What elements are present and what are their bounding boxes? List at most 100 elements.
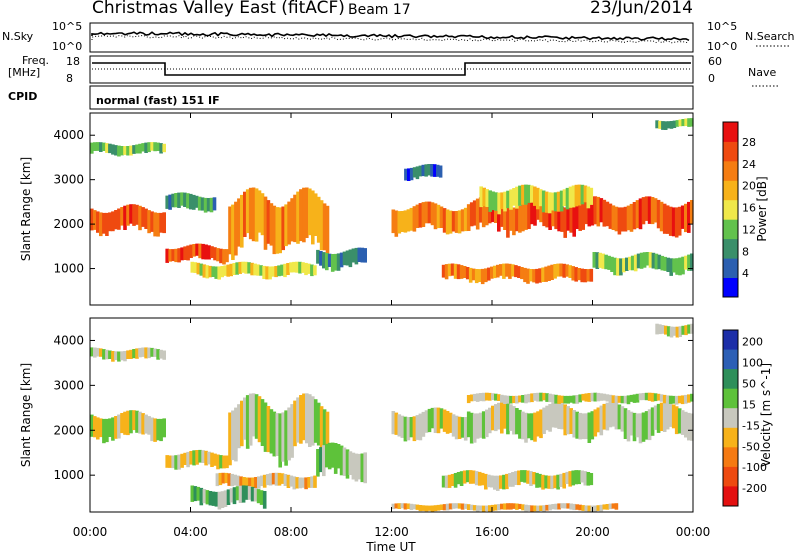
heatmap-cell bbox=[578, 202, 582, 231]
heatmap-cell bbox=[469, 202, 474, 227]
heatmap-cell bbox=[574, 184, 579, 207]
heatmap-cell bbox=[687, 201, 691, 233]
heatmap-cell bbox=[496, 264, 500, 278]
heatmap-cell bbox=[229, 488, 234, 503]
heatmap-cell bbox=[687, 394, 691, 403]
heatmap-cell bbox=[480, 268, 485, 285]
heatmap-cell bbox=[635, 200, 640, 229]
heatmap-cell bbox=[475, 413, 480, 439]
heatmap-cell bbox=[491, 393, 495, 401]
heatmap-cell bbox=[454, 211, 459, 233]
colorbar-swatch bbox=[723, 388, 738, 409]
heatmap-cell bbox=[234, 201, 238, 256]
heatmap-cell bbox=[666, 257, 670, 272]
heatmap-cell bbox=[217, 266, 221, 280]
heatmap-cell bbox=[497, 394, 501, 401]
nsky-series bbox=[91, 31, 690, 42]
heatmap-cell bbox=[644, 411, 649, 440]
heatmap-cell bbox=[171, 193, 175, 208]
heatmap-cell bbox=[554, 203, 558, 230]
heatmap-cell bbox=[280, 264, 284, 276]
heatmap-cell bbox=[231, 204, 235, 260]
heatmap-cell bbox=[453, 473, 458, 488]
heatmap-cell bbox=[533, 197, 537, 226]
heatmap-cell bbox=[613, 257, 617, 276]
heatmap-cell bbox=[439, 504, 444, 510]
heatmap-cell bbox=[484, 268, 488, 283]
velocity-cells bbox=[90, 323, 694, 513]
colorbar-tick-label: 12 bbox=[742, 223, 756, 236]
heatmap-cell bbox=[150, 211, 154, 232]
heatmap-cell bbox=[463, 417, 468, 441]
heatmap-cell bbox=[150, 142, 154, 151]
heatmap-cell bbox=[391, 209, 396, 234]
heatmap-cell bbox=[225, 249, 229, 263]
heatmap-cell bbox=[278, 207, 282, 254]
heatmap-cell bbox=[611, 395, 616, 403]
heatmap-cell bbox=[502, 263, 506, 279]
heatmap-cell bbox=[457, 416, 462, 439]
heatmap-cell bbox=[569, 206, 573, 233]
heatmap-cell bbox=[180, 453, 184, 468]
colorbar-swatch bbox=[723, 199, 738, 220]
heatmap-cell bbox=[533, 393, 537, 401]
nsky-label: N.Sky bbox=[2, 30, 34, 43]
heatmap-cell bbox=[494, 192, 498, 211]
heatmap-cell bbox=[251, 187, 256, 242]
colorbar-swatch bbox=[723, 160, 738, 181]
heatmap-cell bbox=[539, 392, 543, 402]
heatmap-cell bbox=[605, 201, 610, 227]
heatmap-cell bbox=[472, 200, 477, 226]
cpid-label: CPID bbox=[8, 90, 37, 103]
colorbar-swatch bbox=[723, 219, 738, 240]
heatmap-cell bbox=[475, 393, 480, 402]
heatmap-cell bbox=[684, 411, 688, 438]
heatmap-cell bbox=[162, 350, 166, 360]
heatmap-cell bbox=[572, 205, 576, 237]
heatmap-cell bbox=[105, 212, 109, 236]
heatmap-cell bbox=[204, 244, 208, 260]
colorbar-tick-label: 20 bbox=[742, 180, 756, 193]
heatmap-cell bbox=[308, 394, 312, 447]
colorbar-swatch bbox=[723, 486, 738, 507]
heatmap-cell bbox=[111, 351, 115, 362]
heatmap-cell bbox=[301, 477, 305, 488]
heatmap-cell bbox=[548, 393, 552, 403]
heatmap-cell bbox=[533, 186, 537, 206]
heatmap-cell bbox=[156, 142, 160, 151]
heatmap-cell bbox=[575, 411, 579, 439]
heatmap-cell bbox=[247, 262, 251, 274]
heatmap-cell bbox=[566, 395, 570, 404]
heatmap-cell bbox=[481, 505, 486, 513]
heatmap-cell bbox=[403, 503, 408, 510]
heatmap-cell bbox=[292, 476, 297, 490]
heatmap-cell bbox=[391, 503, 396, 510]
heatmap-cell bbox=[628, 256, 632, 271]
heatmap-cell bbox=[229, 263, 233, 277]
heatmap-cell bbox=[671, 404, 676, 429]
heatmap-cell bbox=[192, 194, 196, 210]
heatmap-cell bbox=[497, 192, 501, 215]
nsearch-label: N.Search bbox=[745, 30, 795, 43]
heatmap-cell bbox=[289, 262, 293, 273]
heatmap-cell bbox=[96, 347, 100, 357]
heatmap-cell bbox=[521, 204, 525, 232]
heatmap-cell bbox=[518, 185, 522, 206]
heatmap-cell bbox=[147, 210, 151, 234]
heatmap-cell bbox=[666, 121, 671, 129]
heatmap-cell bbox=[409, 207, 414, 231]
heatmap-cell bbox=[538, 189, 543, 207]
heatmap-cell bbox=[477, 471, 482, 486]
heatmap-cell bbox=[450, 474, 455, 486]
heatmap-cell bbox=[427, 505, 432, 511]
heatmap-cell bbox=[409, 503, 414, 510]
heatmap-cell bbox=[108, 212, 112, 232]
heatmap-cell bbox=[672, 258, 676, 273]
heatmap-cell bbox=[250, 486, 255, 502]
heatmap-cell bbox=[310, 476, 314, 488]
heatmap-cell bbox=[619, 258, 623, 276]
y-tick-label: 1000 bbox=[53, 262, 84, 276]
heatmap-cell bbox=[298, 477, 302, 489]
x-axis-label: Time UT bbox=[365, 540, 416, 554]
heatmap-cell bbox=[307, 477, 311, 488]
